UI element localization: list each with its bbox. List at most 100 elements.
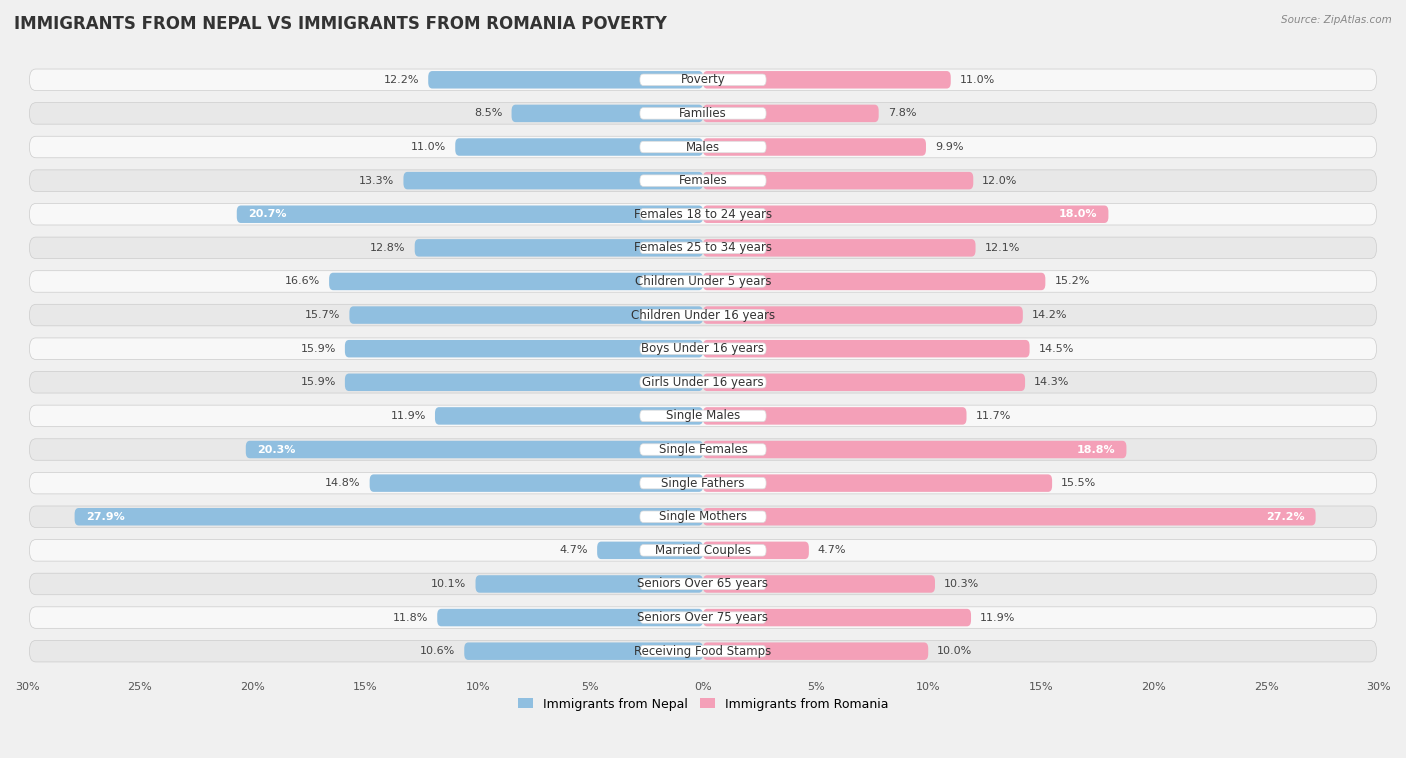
Text: 11.0%: 11.0%: [960, 75, 995, 85]
Text: 20.3%: 20.3%: [257, 444, 295, 455]
FancyBboxPatch shape: [640, 141, 766, 152]
Text: Single Females: Single Females: [658, 443, 748, 456]
Text: Females: Females: [679, 174, 727, 187]
FancyBboxPatch shape: [640, 343, 766, 355]
Text: 15.5%: 15.5%: [1062, 478, 1097, 488]
FancyBboxPatch shape: [512, 105, 703, 122]
FancyBboxPatch shape: [640, 511, 766, 522]
FancyBboxPatch shape: [30, 573, 1376, 595]
FancyBboxPatch shape: [703, 575, 935, 593]
FancyBboxPatch shape: [30, 170, 1376, 191]
FancyBboxPatch shape: [434, 407, 703, 424]
FancyBboxPatch shape: [464, 643, 703, 660]
Text: Children Under 16 years: Children Under 16 years: [631, 309, 775, 321]
FancyBboxPatch shape: [30, 69, 1376, 90]
Text: 15.2%: 15.2%: [1054, 277, 1090, 287]
FancyBboxPatch shape: [640, 242, 766, 254]
FancyBboxPatch shape: [236, 205, 703, 223]
Text: Females 18 to 24 years: Females 18 to 24 years: [634, 208, 772, 221]
FancyBboxPatch shape: [703, 138, 927, 155]
Text: 9.9%: 9.9%: [935, 142, 963, 152]
FancyBboxPatch shape: [703, 71, 950, 89]
Text: Females 25 to 34 years: Females 25 to 34 years: [634, 241, 772, 255]
Text: 12.0%: 12.0%: [983, 176, 1018, 186]
Text: 20.7%: 20.7%: [247, 209, 287, 219]
FancyBboxPatch shape: [703, 205, 1108, 223]
Text: Children Under 5 years: Children Under 5 years: [634, 275, 772, 288]
FancyBboxPatch shape: [640, 175, 766, 186]
FancyBboxPatch shape: [456, 138, 703, 155]
FancyBboxPatch shape: [30, 506, 1376, 528]
Text: 11.8%: 11.8%: [392, 612, 429, 622]
FancyBboxPatch shape: [30, 405, 1376, 427]
Text: 11.9%: 11.9%: [391, 411, 426, 421]
FancyBboxPatch shape: [30, 540, 1376, 561]
FancyBboxPatch shape: [30, 439, 1376, 460]
Text: 12.2%: 12.2%: [384, 75, 419, 85]
FancyBboxPatch shape: [703, 273, 1045, 290]
FancyBboxPatch shape: [475, 575, 703, 593]
Text: 13.3%: 13.3%: [359, 176, 395, 186]
FancyBboxPatch shape: [703, 172, 973, 190]
FancyBboxPatch shape: [598, 542, 703, 559]
FancyBboxPatch shape: [640, 309, 766, 321]
Text: Source: ZipAtlas.com: Source: ZipAtlas.com: [1281, 15, 1392, 25]
Text: 8.5%: 8.5%: [474, 108, 502, 118]
Text: Seniors Over 75 years: Seniors Over 75 years: [637, 611, 769, 624]
Text: Single Males: Single Males: [666, 409, 740, 422]
FancyBboxPatch shape: [349, 306, 703, 324]
Text: 15.9%: 15.9%: [301, 377, 336, 387]
FancyBboxPatch shape: [640, 545, 766, 556]
FancyBboxPatch shape: [30, 338, 1376, 359]
FancyBboxPatch shape: [344, 374, 703, 391]
Text: 4.7%: 4.7%: [818, 545, 846, 556]
Text: Families: Families: [679, 107, 727, 120]
FancyBboxPatch shape: [640, 410, 766, 421]
FancyBboxPatch shape: [703, 374, 1025, 391]
FancyBboxPatch shape: [640, 443, 766, 456]
Text: 14.8%: 14.8%: [325, 478, 361, 488]
Text: 16.6%: 16.6%: [285, 277, 321, 287]
Text: Poverty: Poverty: [681, 74, 725, 86]
FancyBboxPatch shape: [703, 440, 1126, 459]
FancyBboxPatch shape: [75, 508, 703, 525]
FancyBboxPatch shape: [30, 237, 1376, 258]
Text: Seniors Over 65 years: Seniors Over 65 years: [637, 578, 769, 590]
Text: 12.8%: 12.8%: [370, 243, 406, 253]
FancyBboxPatch shape: [30, 472, 1376, 494]
Text: 12.1%: 12.1%: [984, 243, 1019, 253]
Text: 14.5%: 14.5%: [1039, 343, 1074, 354]
FancyBboxPatch shape: [703, 609, 972, 626]
Text: 10.6%: 10.6%: [420, 646, 456, 656]
FancyBboxPatch shape: [703, 340, 1029, 358]
Text: Single Mothers: Single Mothers: [659, 510, 747, 523]
Text: Married Couples: Married Couples: [655, 543, 751, 557]
FancyBboxPatch shape: [640, 578, 766, 590]
FancyBboxPatch shape: [640, 377, 766, 388]
FancyBboxPatch shape: [640, 108, 766, 119]
Text: Males: Males: [686, 140, 720, 154]
Text: Girls Under 16 years: Girls Under 16 years: [643, 376, 763, 389]
FancyBboxPatch shape: [703, 306, 1022, 324]
Text: 11.7%: 11.7%: [976, 411, 1011, 421]
FancyBboxPatch shape: [404, 172, 703, 190]
Text: 4.7%: 4.7%: [560, 545, 588, 556]
Text: 18.0%: 18.0%: [1059, 209, 1097, 219]
FancyBboxPatch shape: [30, 607, 1376, 628]
FancyBboxPatch shape: [344, 340, 703, 358]
FancyBboxPatch shape: [703, 407, 966, 424]
FancyBboxPatch shape: [640, 208, 766, 220]
Text: 15.9%: 15.9%: [301, 343, 336, 354]
FancyBboxPatch shape: [640, 276, 766, 287]
Text: Receiving Food Stamps: Receiving Food Stamps: [634, 645, 772, 658]
Text: 18.8%: 18.8%: [1077, 444, 1115, 455]
FancyBboxPatch shape: [30, 271, 1376, 293]
FancyBboxPatch shape: [640, 612, 766, 623]
Text: 11.9%: 11.9%: [980, 612, 1015, 622]
FancyBboxPatch shape: [703, 239, 976, 257]
Legend: Immigrants from Nepal, Immigrants from Romania: Immigrants from Nepal, Immigrants from R…: [513, 693, 893, 716]
Text: 27.9%: 27.9%: [86, 512, 125, 522]
Text: 14.2%: 14.2%: [1032, 310, 1067, 320]
Text: Boys Under 16 years: Boys Under 16 years: [641, 342, 765, 356]
FancyBboxPatch shape: [703, 542, 808, 559]
